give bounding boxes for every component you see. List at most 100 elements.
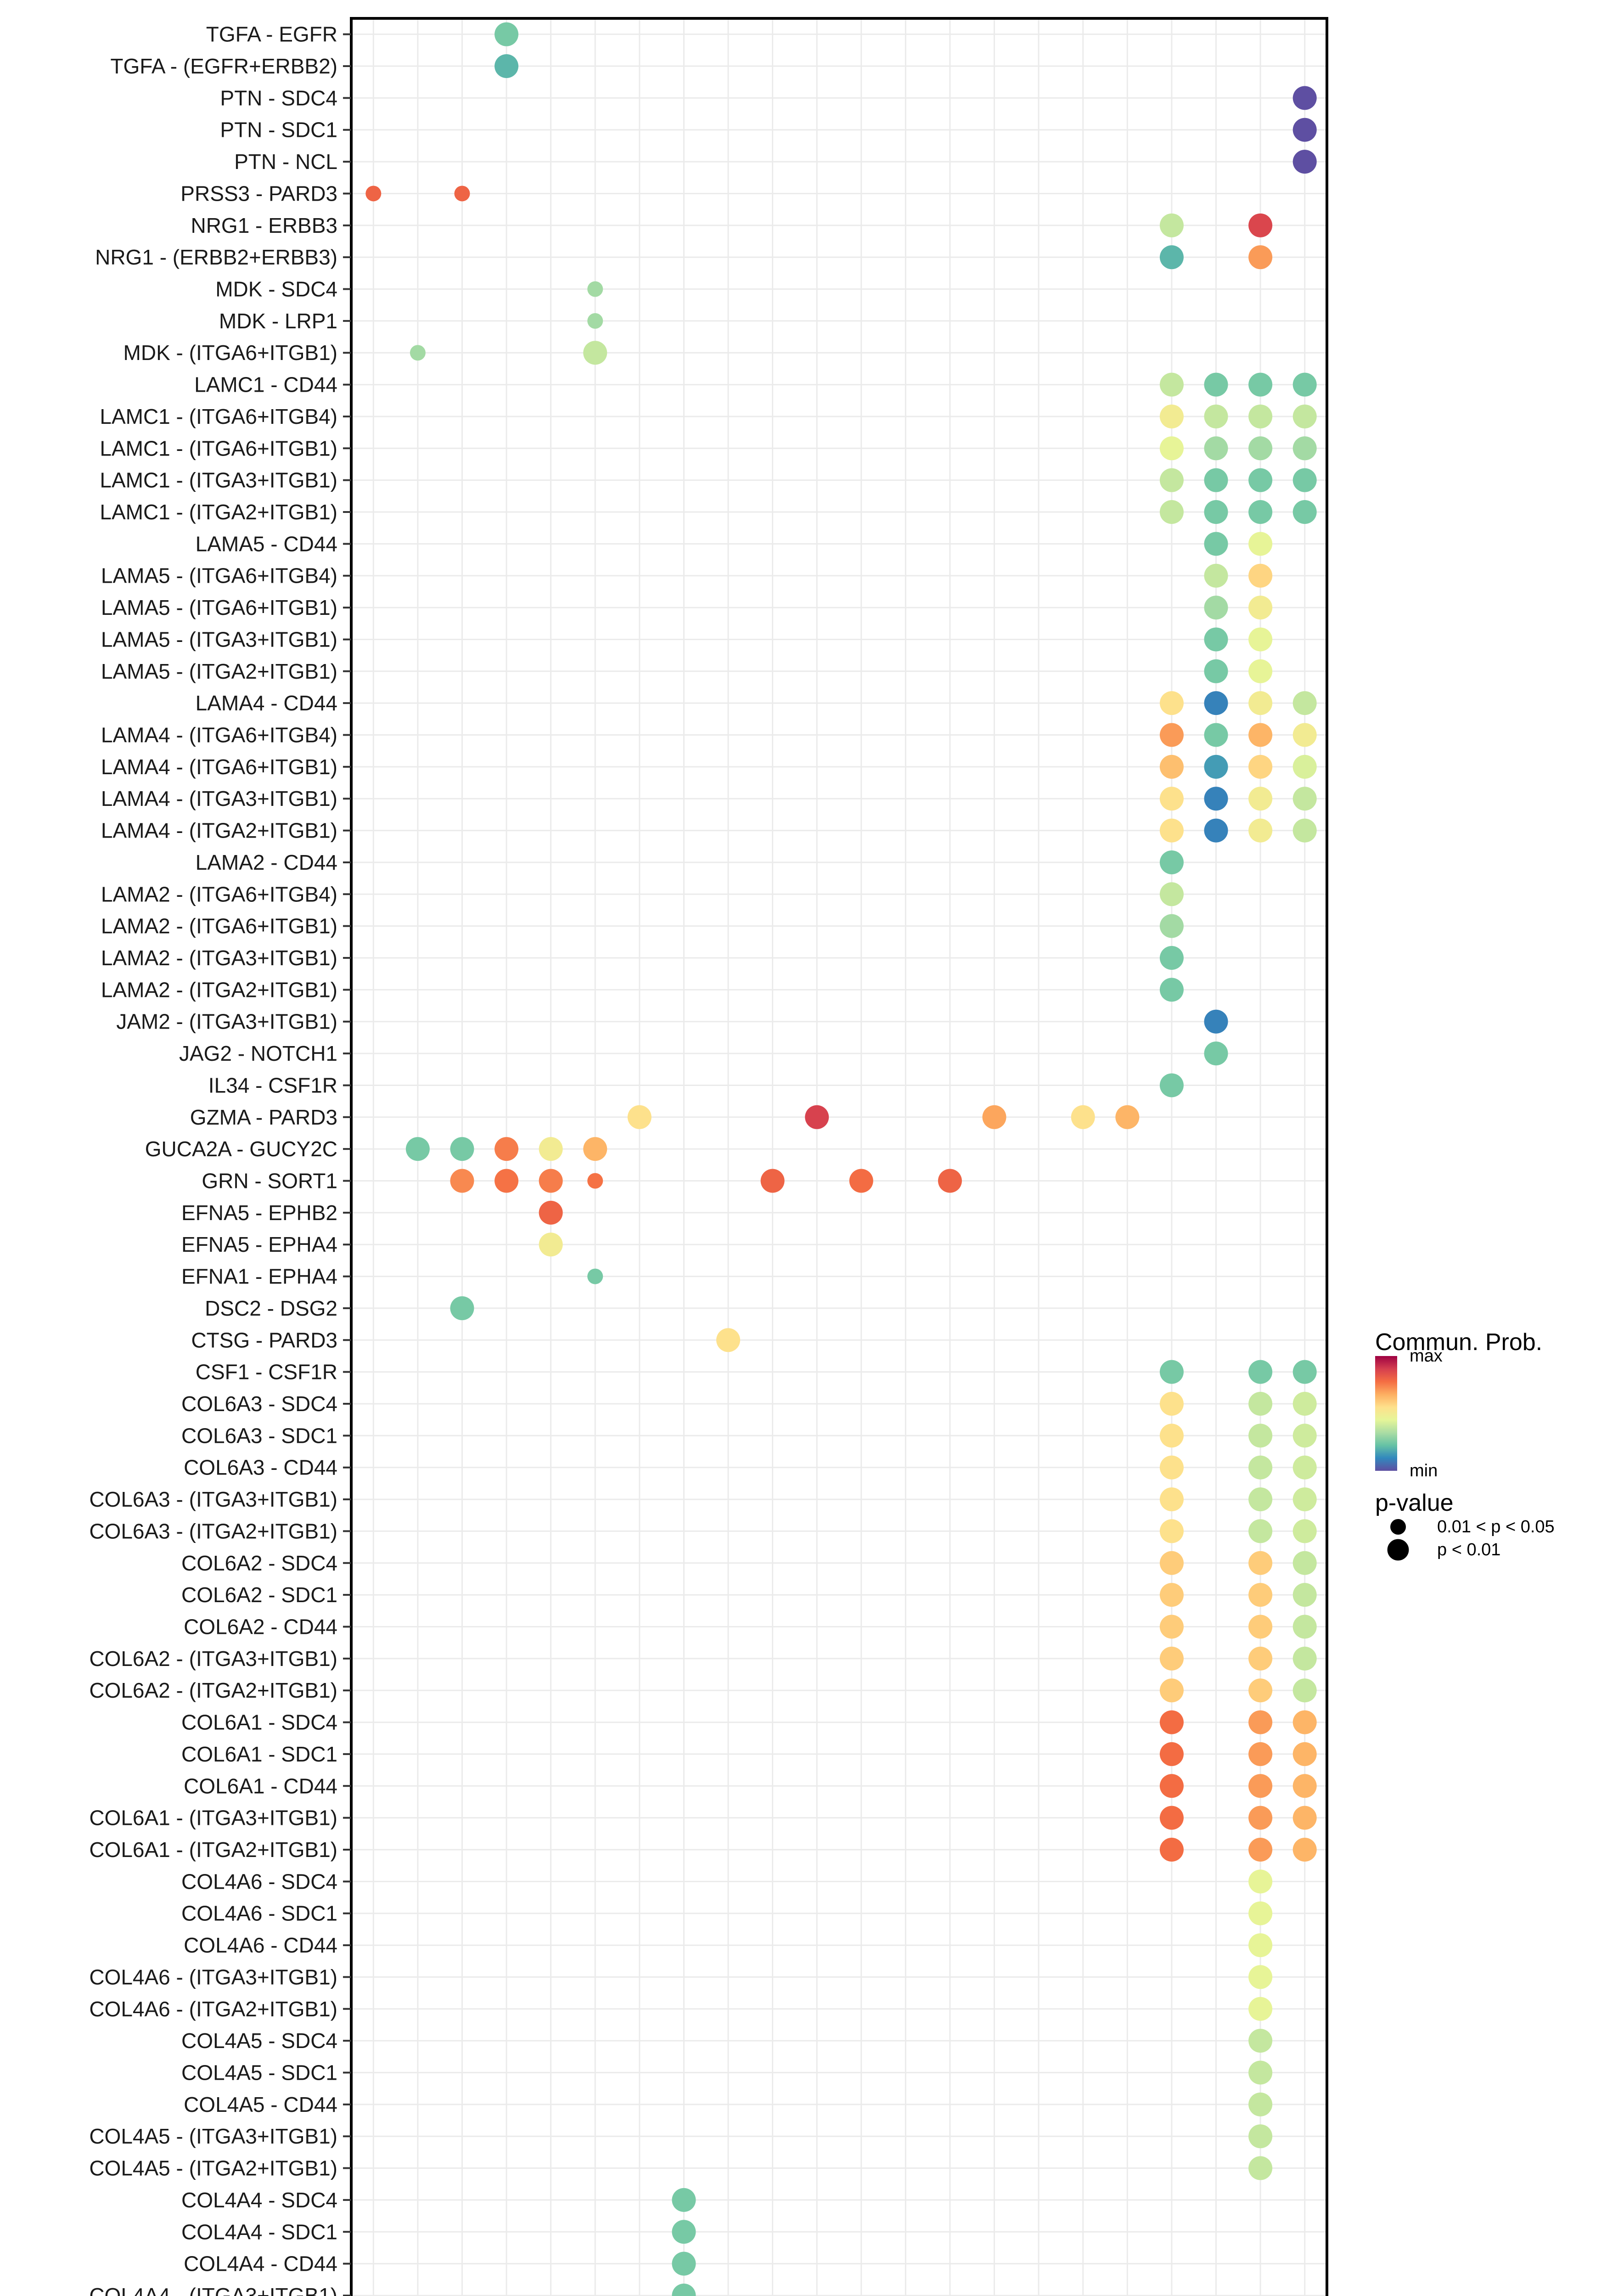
- dot: [1159, 1519, 1184, 1543]
- dot: [1159, 914, 1184, 938]
- y-tick-label: LAMA4 - (ITGA6+ITGB1): [101, 755, 337, 779]
- dot: [1159, 372, 1184, 397]
- y-tick-label: LAMC1 - (ITGA6+ITGB1): [100, 436, 337, 460]
- dot: [1292, 754, 1317, 779]
- dot: [1204, 754, 1228, 779]
- dot: [1159, 1551, 1184, 1575]
- dot: [938, 1169, 962, 1193]
- dot: [1159, 1487, 1184, 1512]
- dot: [982, 1105, 1006, 1129]
- y-tick-label: COL6A1 - SDC1: [181, 1742, 337, 1766]
- y-tick-label: EFNA1 - EPHA4: [181, 1265, 337, 1289]
- dot: [1248, 1965, 1273, 1989]
- y-tick-label: COL4A4 - CD44: [184, 2252, 337, 2276]
- y-tick-label: LAMA5 - CD44: [196, 532, 337, 556]
- dot: [1159, 1710, 1184, 1734]
- dot: [1292, 1392, 1317, 1416]
- y-tick-label: COL6A3 - (ITGA3+ITGB1): [89, 1487, 337, 1511]
- dot: [716, 1328, 741, 1352]
- dot: [583, 1137, 607, 1161]
- dot: [1159, 468, 1184, 492]
- y-tick-label: LAMA5 - (ITGA6+ITGB4): [101, 564, 337, 588]
- dot: [1292, 1487, 1317, 1512]
- y-tick-label: GRN - SORT1: [202, 1169, 337, 1193]
- dot: [1292, 1424, 1317, 1448]
- dot: [410, 345, 426, 361]
- y-tick-label: LAMA4 - (ITGA3+ITGB1): [101, 787, 337, 810]
- dot: [587, 1173, 603, 1189]
- dot: [1248, 1646, 1273, 1671]
- y-tick-label: LAMA2 - (ITGA2+ITGB1): [101, 978, 337, 1002]
- dot: [1159, 1360, 1184, 1384]
- dot: [1204, 723, 1228, 747]
- y-tick-label: LAMA4 - (ITGA2+ITGB1): [101, 819, 337, 843]
- y-tick-label: JAG2 - NOTCH1: [179, 1041, 337, 1065]
- color-legend-max-label: max: [1410, 1346, 1443, 1366]
- dot: [1248, 1806, 1273, 1830]
- color-bar: [1375, 1356, 1397, 1471]
- dot: [1248, 1360, 1273, 1384]
- y-tick-label: IL34 - CSF1R: [208, 1073, 337, 1097]
- dot: [1248, 372, 1273, 397]
- dot: [1204, 659, 1228, 683]
- dot: [1248, 213, 1273, 237]
- size-legend-label: 0.01 < p < 0.05: [1437, 1517, 1555, 1536]
- dot: [1159, 1073, 1184, 1097]
- y-tick-label: NRG1 - ERBB3: [191, 214, 337, 237]
- dot: [587, 1268, 603, 1284]
- y-tick-label: COL4A6 - (ITGA3+ITGB1): [89, 1965, 337, 1989]
- dot: [1159, 404, 1184, 428]
- dot: [1248, 1487, 1273, 1512]
- dot: [1292, 1742, 1317, 1766]
- dot: [494, 1137, 519, 1161]
- y-tick-label: LAMC1 - (ITGA3+ITGB1): [100, 468, 337, 492]
- dot: [1292, 1678, 1317, 1703]
- y-tick-label: COL6A3 - CD44: [184, 1456, 337, 1480]
- dot: [1204, 532, 1228, 556]
- dot: [1159, 1678, 1184, 1703]
- dot: [1159, 691, 1184, 715]
- dot: [365, 186, 382, 202]
- y-tick-label: COL4A5 - (ITGA2+ITGB1): [89, 2156, 337, 2180]
- size-legend-dot: [1387, 1539, 1409, 1561]
- y-tick-label: PTN - NCL: [234, 150, 337, 174]
- dot: [1248, 723, 1273, 747]
- y-tick-label: CSF1 - CSF1R: [196, 1360, 337, 1384]
- y-tick-label: COL6A1 - (ITGA3+ITGB1): [89, 1806, 337, 1830]
- y-tick-label: CTSG - PARD3: [191, 1328, 337, 1352]
- y-tick-label: COL4A6 - SDC4: [181, 1869, 337, 1893]
- dot: [1292, 118, 1317, 142]
- y-tick-label: JAM2 - (ITGA3+ITGB1): [116, 1010, 337, 1034]
- y-tick-label: EFNA5 - EPHB2: [181, 1201, 337, 1225]
- y-tick-label: COL4A4 - (ITGA3+ITGB1): [89, 2284, 337, 2296]
- dot: [1292, 1646, 1317, 1671]
- y-tick-label: EFNA5 - EPHA4: [181, 1232, 337, 1256]
- dot: [1159, 1742, 1184, 1766]
- dot: [1248, 2124, 1273, 2149]
- dot: [450, 1296, 474, 1320]
- dot: [1292, 1615, 1317, 1639]
- dot: [1159, 213, 1184, 237]
- dot: [1292, 436, 1317, 461]
- dot: [454, 186, 470, 202]
- y-tick-label: COL4A6 - CD44: [184, 1933, 337, 1957]
- dot: [1248, 1774, 1273, 1798]
- y-tick-label: COL6A3 - (ITGA2+ITGB1): [89, 1519, 337, 1543]
- y-tick-label: COL6A2 - CD44: [184, 1615, 337, 1639]
- dot: [1292, 150, 1317, 174]
- dot: [1292, 1806, 1317, 1830]
- dot: [1159, 1646, 1184, 1671]
- dot: [1248, 245, 1273, 270]
- dots-layer: [365, 22, 1317, 2296]
- dot: [1292, 372, 1317, 397]
- dot: [1248, 754, 1273, 779]
- dot: [672, 2283, 696, 2296]
- y-tick-label: LAMC1 - (ITGA2+ITGB1): [100, 500, 337, 524]
- dot: [587, 313, 603, 329]
- y-tick-label: COL6A2 - SDC4: [181, 1551, 337, 1575]
- y-tick-label: COL4A5 - SDC4: [181, 2029, 337, 2053]
- dot: [450, 1169, 474, 1193]
- y-tick-label: COL6A1 - CD44: [184, 1774, 337, 1798]
- y-tick-label: COL4A4 - SDC4: [181, 2188, 337, 2212]
- dot: [1248, 1869, 1273, 1894]
